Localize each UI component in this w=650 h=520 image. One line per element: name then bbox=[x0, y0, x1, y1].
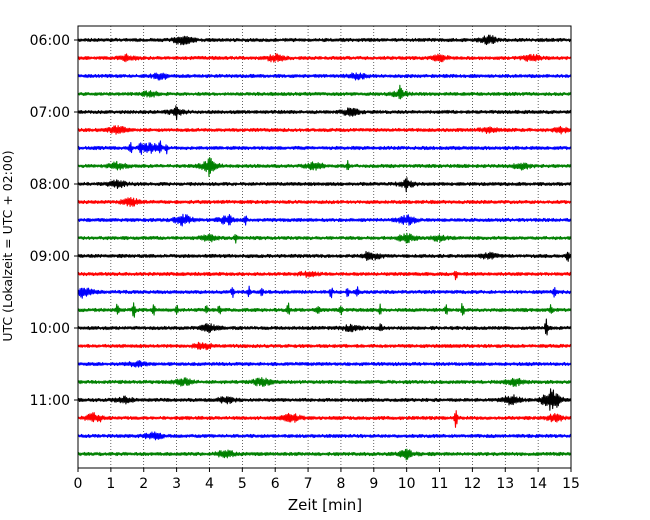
trace-0915 bbox=[77, 270, 572, 281]
trace-1100 bbox=[77, 388, 572, 411]
x-tick-label: 14 bbox=[529, 476, 547, 492]
trace-0945 bbox=[77, 302, 572, 318]
trace-0930 bbox=[77, 285, 572, 299]
y-axis-ticks: 06:00 07:00 08:00 09:00 10:00 11:00 bbox=[30, 33, 78, 409]
x-tick-label: 12 bbox=[463, 476, 481, 492]
x-tick-label: 9 bbox=[369, 476, 378, 492]
trace-0645 bbox=[77, 84, 572, 100]
x-tick-label: 5 bbox=[238, 476, 247, 492]
trace-1145 bbox=[77, 448, 572, 461]
trace-1030 bbox=[77, 360, 572, 368]
trace-0615 bbox=[77, 53, 572, 63]
x-tick-label: 6 bbox=[271, 476, 280, 492]
trace-0745 bbox=[77, 156, 572, 177]
trace-0715 bbox=[77, 125, 572, 135]
trace-1045 bbox=[77, 377, 572, 387]
x-tick-label: 0 bbox=[74, 476, 83, 492]
trace-1000 bbox=[77, 318, 572, 336]
x-tick-label: 4 bbox=[205, 476, 214, 492]
trace-0630 bbox=[77, 72, 572, 81]
y-tick-label: 09:00 bbox=[30, 249, 70, 265]
trace-0845 bbox=[77, 232, 572, 244]
x-tick-label: 11 bbox=[431, 476, 449, 492]
trace-1015 bbox=[77, 341, 572, 351]
trace-0815 bbox=[77, 197, 572, 207]
x-tick-label: 7 bbox=[304, 476, 313, 492]
x-axis-ticks: 0 1 2 3 4 5 6 7 8 9 10 11 12 13 14 15 bbox=[74, 468, 580, 492]
x-tick-label: 2 bbox=[139, 476, 148, 492]
x-tick-label: 10 bbox=[398, 476, 416, 492]
y-tick-label: 08:00 bbox=[30, 177, 70, 193]
y-tick-label: 10:00 bbox=[30, 321, 70, 337]
trace-0730 bbox=[77, 140, 572, 155]
y-tick-label: 06:00 bbox=[30, 33, 70, 49]
x-tick-label: 13 bbox=[496, 476, 514, 492]
trace-0700 bbox=[77, 105, 572, 121]
x-tick-label: 15 bbox=[562, 476, 580, 492]
trace-0830 bbox=[77, 213, 572, 227]
y-axis-label: UTC (Lokalzeit = UTC + 02:00) bbox=[0, 150, 15, 341]
trace-1130 bbox=[77, 431, 572, 441]
trace-0900 bbox=[77, 250, 572, 262]
x-tick-label: 1 bbox=[106, 476, 115, 492]
x-tick-label: 8 bbox=[336, 476, 345, 492]
trace-0800 bbox=[77, 177, 572, 193]
x-tick-label: 3 bbox=[172, 476, 181, 492]
trace-1115 bbox=[77, 410, 572, 428]
y-tick-label: 11:00 bbox=[30, 393, 70, 409]
plot-frame bbox=[77, 25, 572, 469]
y-tick-label: 07:00 bbox=[30, 105, 70, 121]
trace-group bbox=[77, 34, 572, 461]
trace-0600 bbox=[77, 34, 572, 46]
x-axis-label: Zeit [min] bbox=[288, 496, 362, 514]
